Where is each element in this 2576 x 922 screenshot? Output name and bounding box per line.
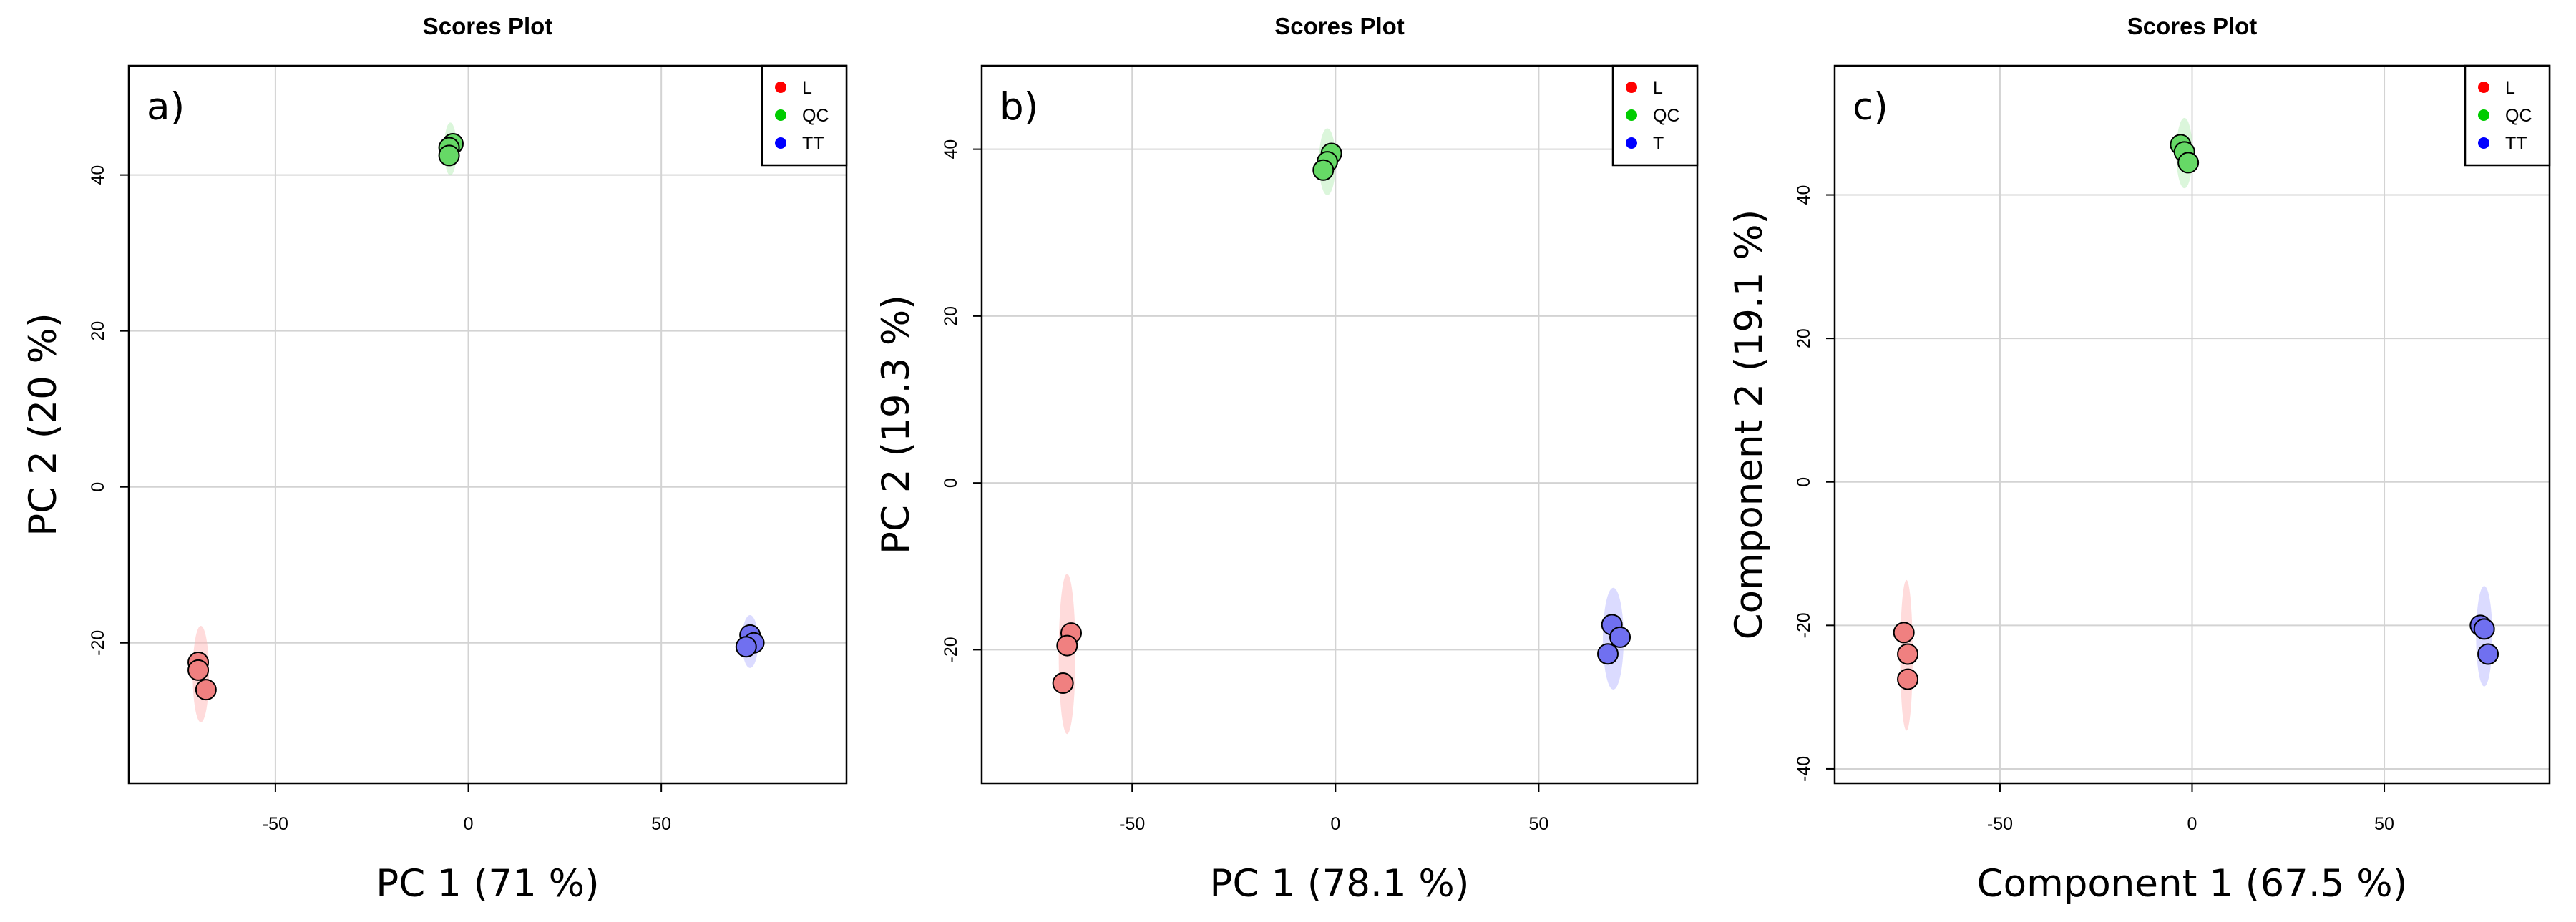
legend-label: L [802,78,812,98]
panel-label: c) [1853,85,1888,129]
legend-label: TT [802,134,824,154]
legend-marker-tt [775,137,786,149]
y-tick-label: 0 [941,478,961,488]
y-tick-label: 20 [88,321,108,341]
legend-marker-l [1626,82,1637,93]
legend-marker-qc [1626,109,1637,121]
x-tick-label: 50 [651,814,671,834]
y-tick-label: 20 [941,306,961,326]
x-tick-label: -50 [263,814,288,834]
legend-label: QC [2505,106,2532,126]
legend-marker-l [775,82,786,93]
x-tick-label: 50 [2374,814,2394,834]
x-tick-label: 0 [1330,814,1340,834]
y-axis-label: Component 2 (19.1 %) [1727,210,1771,640]
x-tick-label: 50 [1529,814,1549,834]
legend-marker-qc [775,109,786,121]
y-tick-label: -40 [1794,756,1814,782]
legend-label: QC [802,106,829,126]
x-axis-label: PC 1 (71 %) [376,862,599,906]
x-tick-label: -50 [1119,814,1145,834]
chart-title: Scores Plot [2127,13,2258,39]
y-tick-label: 0 [88,482,108,492]
x-axis-label: PC 1 (78.1 %) [1210,862,1470,906]
data-point-qc [2177,152,2200,174]
legend-marker-l [2478,82,2489,93]
legend-marker-t [1626,137,1637,149]
y-tick-label: 0 [1794,477,1814,487]
panel-label: b) [1000,85,1038,129]
panel-b: Scores Plot -50 0 50 -20 0 20 40 PC 1 (78.1 %) PC… [874,13,1699,906]
y-tick-label: 40 [1794,185,1814,205]
data-point-tt [2473,618,2495,640]
y-axis-label: PC 2 (19.3 %) [874,295,918,554]
data-point-qc [1312,159,1335,181]
data-point-t [1597,643,1619,665]
legend-label: L [2505,78,2515,98]
panel-a: Scores Plot -50 0 50 -20 0 20 40 PC 1 (71 %) PC 2… [21,13,848,906]
x-tick-label: 0 [464,814,474,834]
legend-label: TT [2505,134,2527,154]
data-point-qc [438,144,460,167]
chart-title: Scores Plot [1274,13,1405,39]
legend-label: T [1653,134,1664,154]
legend-label: QC [1653,106,1680,126]
y-tick-label: -20 [941,637,961,662]
data-point-tt [2477,643,2499,665]
x-tick-label: -50 [1987,814,2013,834]
legend-marker-tt [2478,137,2489,149]
data-point-t [1609,626,1631,648]
data-point-l [1893,622,1915,644]
legend-marker-qc [2478,109,2489,121]
data-point-l [1897,668,1919,690]
plot-frame [980,64,1699,785]
data-point-l [1056,634,1078,657]
y-tick-label: 40 [941,139,961,160]
legend-label: L [1653,78,1663,98]
data-point-tt [735,636,757,658]
panel-c: Scores Plot -50 0 50 -40 -20 0 20 40 Component 1 … [1727,13,2551,906]
legend-box [2464,64,2551,167]
y-tick-label: 20 [1794,328,1814,348]
plot-frame [127,64,848,785]
data-point-l [195,679,217,701]
data-point-l [1052,672,1074,695]
x-axis-label: Component 1 (67.5 %) [1977,862,2408,906]
y-tick-label: -20 [88,630,108,656]
y-tick-label: -20 [1794,612,1814,638]
y-axis-label: PC 2 (20 %) [21,313,65,536]
data-point-l [187,659,210,681]
panel-label: a) [147,85,185,129]
y-tick-label: 40 [88,165,108,185]
chart-title: Scores Plot [423,13,553,39]
data-point-l [1897,643,1919,665]
x-tick-label: 0 [2187,814,2197,834]
